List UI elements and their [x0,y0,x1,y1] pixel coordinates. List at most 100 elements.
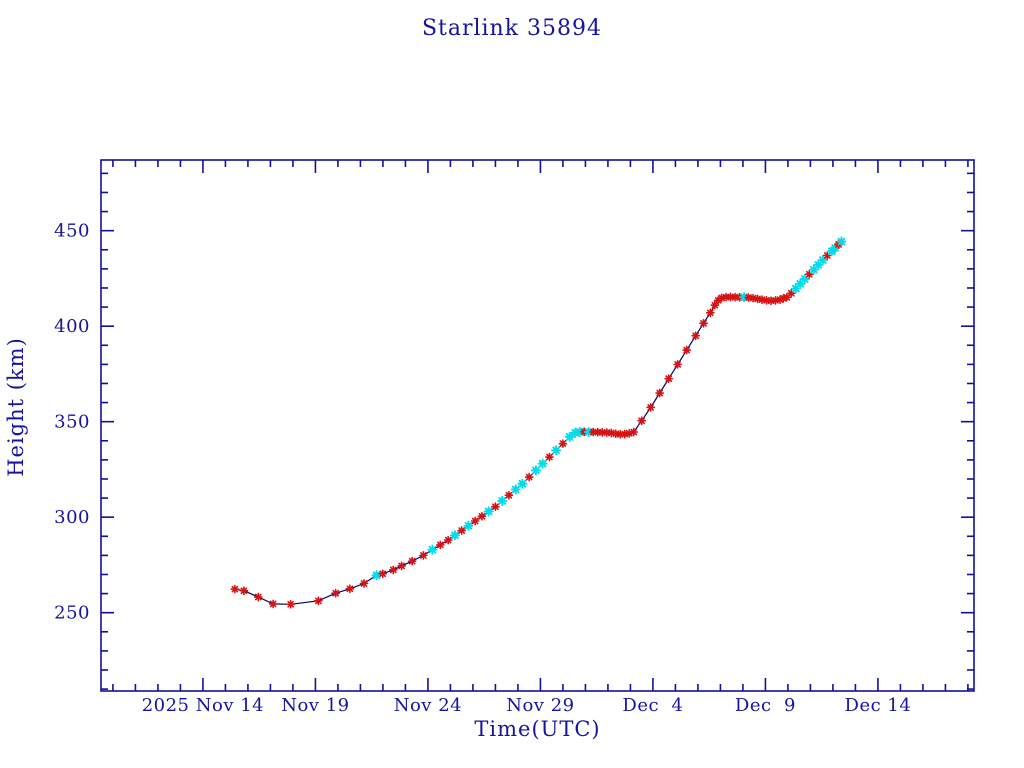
data-marker-red [624,428,634,438]
x-tick-label: Dec 14 [845,695,912,716]
data-marker-red [717,293,726,303]
data-marker-cyan [813,259,824,270]
x-tick-label: Nov 19 [281,695,349,716]
data-marker-red [457,526,467,535]
chart-title: Starlink 35894 [421,16,603,41]
data-marker-red [713,295,723,305]
data-marker-red [435,540,445,550]
data-marker-red [637,416,647,426]
data-marker-red [775,295,785,305]
data-marker-red [771,295,780,305]
data-marker-cyan [463,520,474,531]
data-marker-cyan [817,255,828,266]
data-marker-red [804,269,814,279]
data-marker-red [673,359,683,369]
data-marker-cyan [739,292,750,303]
data-marker-red [359,579,369,588]
data-marker-cyan [483,506,494,517]
data-marker-cyan [551,445,562,456]
data-marker-cyan [449,530,460,541]
data-marker-red [620,429,630,439]
data-marker-red [766,296,776,306]
data-marker-red [504,490,514,500]
data-marker-red [664,374,674,384]
data-marker-red [779,293,788,303]
x-tick-label: Nov 24 [394,695,462,716]
data-marker-red [721,292,731,302]
data-marker-red [597,427,607,437]
data-marker-red [470,516,480,526]
x-axis-label: Time(UTC) [474,717,601,741]
x-tick-label: Dec 4 [622,695,683,716]
data-marker-red [388,565,398,575]
data-marker-red [524,472,534,482]
data-marker-red [230,584,240,594]
data-marker-red [286,599,296,609]
data-marker-red [593,427,603,437]
data-marker-red [762,295,771,305]
data-marker-red [407,556,417,566]
data-marker-cyan [790,283,801,294]
data-marker-cyan [497,495,508,506]
data-marker-cyan [564,431,575,443]
data-marker-red [822,251,832,260]
data-marker-red [253,592,263,602]
data-marker-red [268,599,278,609]
data-marker-red [726,292,735,302]
x-tick-label: Dec 9 [735,695,796,716]
data-marker-red [705,308,715,318]
y-tick-label: 450 [54,221,90,242]
y-axis-label: Height (km) [4,337,28,477]
data-marker-red [682,345,692,355]
data-marker-red [615,429,625,439]
data-marker-red [757,295,767,305]
data-marker-red [545,452,554,462]
data-marker-red [239,586,249,596]
data-marker-red [730,292,740,302]
data-marker-red [611,429,621,439]
plot-frame [100,159,975,692]
data-marker-cyan [808,264,819,275]
data-marker-red [655,388,665,398]
data-marker-cyan [537,458,548,469]
y-tick-label: 350 [54,412,90,433]
x-tick-label: Nov 29 [506,695,574,716]
data-marker-red [602,428,612,437]
data-marker-red [606,428,616,438]
data-marker-red [646,402,656,412]
data-marker-red [748,293,758,303]
data-marker-red [629,427,639,437]
data-marker-cyan [795,278,806,289]
data-marker-red [378,569,388,579]
data-marker-red [397,561,406,571]
data-marker-cyan [517,478,528,489]
data-marker-red [699,318,708,328]
data-marker-cyan [799,273,810,285]
data-marker-cyan [836,236,847,247]
y-tick-label: 300 [54,507,90,528]
y-tick-label: 400 [54,316,90,337]
data-marker-cyan [830,242,841,253]
data-marker-red [331,588,341,598]
data-marker-red [345,584,355,594]
data-marker-red [744,293,753,302]
data-marker-cyan [574,426,585,438]
data-marker-cyan [427,544,438,555]
data-marker-red [443,535,453,545]
data-marker-red [782,292,792,302]
data-marker-red [786,288,796,298]
data-marker-cyan [371,570,382,581]
data-marker-cyan [583,426,594,438]
data-marker-red [313,596,323,606]
data-marker-red [558,439,568,449]
y-tick-label: 250 [54,603,90,624]
data-marker-cyan [510,484,521,495]
data-marker-red [491,502,500,512]
x-tick-label: 2025 Nov 14 [142,695,264,716]
data-marker-red [588,427,598,437]
data-marker-red [710,300,720,310]
data-marker-red [753,294,762,304]
data-marker-red [477,511,487,521]
